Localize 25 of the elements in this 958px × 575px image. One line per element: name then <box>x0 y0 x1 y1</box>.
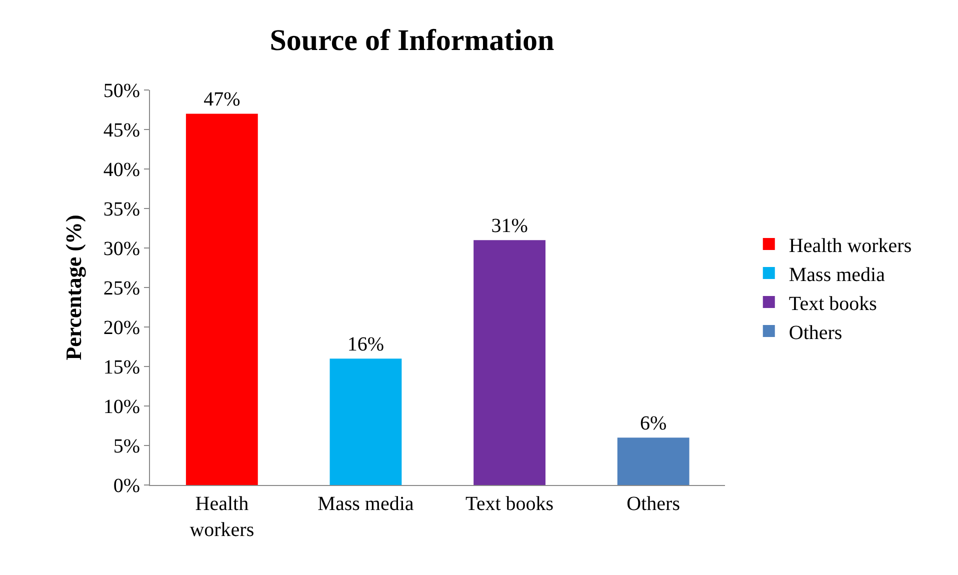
data-label: 31% <box>491 215 528 238</box>
y-axis-title: Percentage (%) <box>61 214 86 360</box>
y-tick-label: 0% <box>113 475 140 497</box>
y-tick-label: 35% <box>103 198 140 220</box>
y-tick-label: 25% <box>103 278 140 300</box>
data-label: 47% <box>204 88 240 111</box>
x-tick-label: Text books <box>466 493 554 515</box>
y-tick-label: 45% <box>103 120 140 142</box>
legend-label: Text books <box>788 292 878 315</box>
legend-label: Others <box>788 322 842 344</box>
y-tick-label: 5% <box>113 436 140 458</box>
y-tick-label: 15% <box>103 356 140 378</box>
legend-label: Health workers <box>788 234 912 257</box>
x-tick-label: Mass media <box>318 493 414 515</box>
data-label: 16% <box>347 334 384 356</box>
legend-label: Mass media <box>788 264 886 286</box>
y-tick-label: 30% <box>103 238 140 260</box>
y-tick-label: 10% <box>103 396 140 418</box>
y-tick-label: 20% <box>103 317 140 339</box>
x-tick-label: Others <box>626 493 680 515</box>
x-tick-label: Health workers <box>190 493 254 541</box>
y-tick-label: 50% <box>103 80 140 102</box>
data-label: 6% <box>640 412 667 435</box>
chart-title: Source of Information <box>270 24 554 57</box>
y-tick-label: 40% <box>103 159 140 181</box>
